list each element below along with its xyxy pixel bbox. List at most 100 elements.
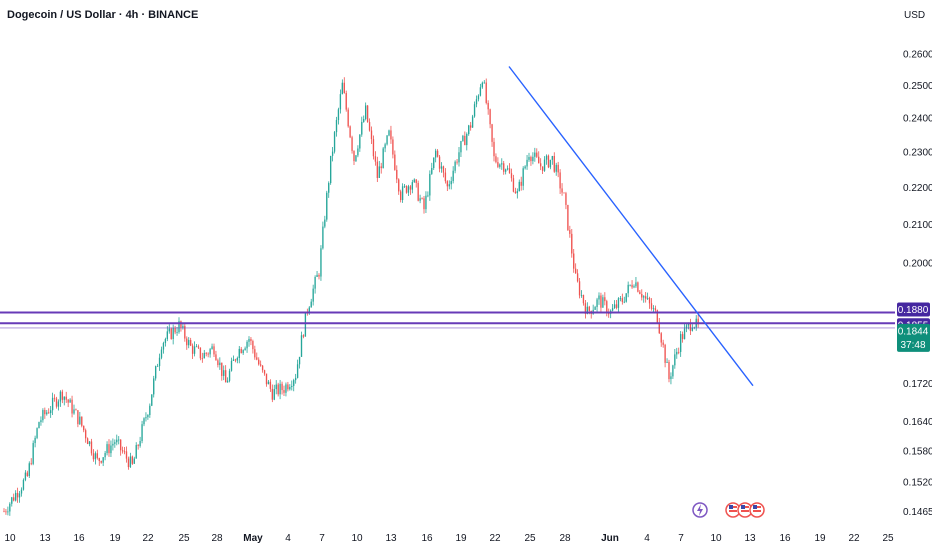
candle-body xyxy=(388,130,390,136)
candle-body xyxy=(337,109,340,121)
flag-stripe xyxy=(729,510,737,512)
candle-body xyxy=(102,457,104,463)
candle-body xyxy=(302,335,305,337)
candle-body xyxy=(691,327,694,331)
candle-body xyxy=(267,381,270,385)
candle-body xyxy=(125,451,128,459)
time-axis[interactable]: 10 13 16 19 22 25 28 May 4 7 10 13 16 19 22 25 28 Jun 4 7 10… xyxy=(4,533,894,544)
candle-body xyxy=(184,325,186,339)
candle-body xyxy=(86,438,89,445)
candle-body xyxy=(38,422,40,429)
candle-body xyxy=(304,311,307,337)
horizontal-levels[interactable] xyxy=(0,311,895,329)
candle-body xyxy=(611,308,614,311)
candle-body xyxy=(49,410,52,414)
candle-body xyxy=(186,338,188,346)
flag-stripe xyxy=(753,510,761,512)
candle-body xyxy=(172,327,174,340)
candle-body xyxy=(372,139,375,157)
candle-body xyxy=(541,166,544,171)
time-tick-label: May xyxy=(243,533,263,544)
candle-body xyxy=(36,428,38,438)
candle-body xyxy=(34,437,36,444)
candle-body xyxy=(366,105,369,123)
candle-body xyxy=(176,332,178,333)
candle-body xyxy=(145,417,147,419)
candle-body xyxy=(532,156,534,162)
candle-body xyxy=(518,181,520,192)
candle-body xyxy=(263,370,266,374)
candle-body xyxy=(429,173,431,196)
candle-body xyxy=(182,325,184,328)
candle-body xyxy=(258,359,260,365)
candle-body xyxy=(672,365,674,377)
candle-body xyxy=(382,148,384,169)
candle-body xyxy=(135,445,137,459)
price-axis[interactable]: 0.2600 0.2500 0.2400 0.2300 0.2200 0.2100 0.20… xyxy=(903,50,932,518)
candle-body xyxy=(407,186,410,193)
candle-body xyxy=(14,492,17,501)
time-tick-label: Jun xyxy=(601,533,619,544)
candle-body xyxy=(654,308,657,311)
candle-body xyxy=(127,458,130,468)
candles xyxy=(3,77,699,516)
candle-body xyxy=(442,166,445,173)
candle-body xyxy=(458,152,460,163)
candle-body xyxy=(242,350,244,354)
candle-body xyxy=(191,345,194,354)
candle-body xyxy=(32,443,34,464)
trendline[interactable] xyxy=(508,66,754,387)
candle-body xyxy=(633,286,635,288)
candle-body xyxy=(376,161,379,178)
event-markers[interactable] xyxy=(692,502,765,518)
candle-body xyxy=(643,296,645,298)
candle-body xyxy=(401,186,404,201)
candle-body xyxy=(464,135,466,146)
currency-label[interactable]: USD xyxy=(904,10,926,21)
candle-body xyxy=(137,445,139,446)
candle-body xyxy=(411,182,414,190)
candle-body xyxy=(166,331,169,339)
candle-body xyxy=(79,416,81,425)
candle-body xyxy=(516,191,519,194)
candle-body xyxy=(504,169,507,172)
candle-body xyxy=(63,396,65,400)
candle-body xyxy=(123,451,126,453)
candle-body xyxy=(223,370,225,376)
candle-body xyxy=(481,82,484,88)
candle-body xyxy=(11,497,13,504)
candle-body xyxy=(48,412,50,414)
candle-body xyxy=(153,378,155,395)
price-tick-label: 0.2400 xyxy=(903,113,932,124)
price-tick-label: 0.2100 xyxy=(903,220,932,231)
candle-body xyxy=(209,349,211,355)
candle-body xyxy=(244,348,246,351)
candle-body xyxy=(495,156,497,163)
candle-body xyxy=(88,441,91,445)
candle-body xyxy=(67,399,69,403)
candle-body xyxy=(353,150,355,162)
candle-body xyxy=(51,397,54,411)
level-badge-text: 0.1880 xyxy=(898,305,929,316)
candle-body xyxy=(446,181,449,187)
candle-body xyxy=(193,346,196,354)
candle-body xyxy=(201,358,204,360)
candle-body xyxy=(606,301,608,314)
candle-body xyxy=(676,351,678,355)
candle-body xyxy=(154,366,157,379)
candle-body xyxy=(574,268,577,274)
candle-body xyxy=(456,161,458,163)
time-tick-label: 10 xyxy=(4,533,16,544)
candle-body xyxy=(347,109,349,127)
time-tick-label: 22 xyxy=(489,533,501,544)
candle-body xyxy=(108,444,110,454)
candle-body xyxy=(226,380,229,383)
candle-body xyxy=(248,338,250,342)
candle-body xyxy=(491,124,493,142)
candle-body xyxy=(293,380,295,386)
candle-body xyxy=(444,172,447,182)
candle-body xyxy=(289,386,291,390)
time-tick-label: 19 xyxy=(814,533,826,544)
